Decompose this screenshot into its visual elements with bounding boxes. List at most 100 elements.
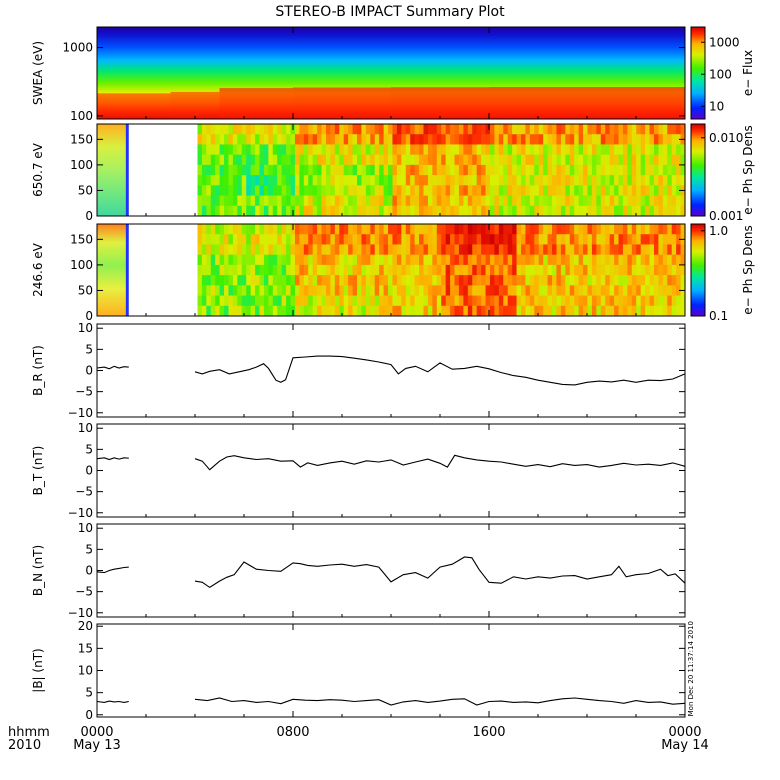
heatmap-cell (547, 275, 553, 286)
heatmap-cell (361, 144, 367, 156)
heatmap-cell (299, 234, 305, 245)
heatmap-cell (294, 234, 300, 245)
heatmap-cell (525, 224, 531, 235)
heatmap-cell (277, 195, 283, 207)
heatmap-cell (658, 305, 664, 317)
heatmap-cell (365, 264, 371, 276)
heatmap-cell (671, 185, 677, 196)
heatmap-cell (622, 234, 628, 245)
heatmap-cell (388, 164, 393, 176)
heatmap-cell (241, 285, 247, 296)
heatmap-cell (543, 305, 548, 317)
heatmap-cell (560, 154, 566, 166)
heatmap-cell (591, 154, 597, 166)
heatmap-cell (246, 295, 252, 307)
heatmap-cell (498, 134, 504, 145)
heatmap-cell (671, 244, 677, 256)
heatmap-cell (365, 185, 371, 196)
heatmap-cell (343, 175, 349, 186)
heatmap-cell (294, 244, 300, 256)
heatmap-cell (259, 305, 265, 317)
heatmap-cell (263, 275, 269, 286)
heatmap-cell (330, 254, 336, 266)
heatmap-cell (560, 124, 566, 135)
heatmap-cell (649, 305, 655, 317)
heatmap-cell (596, 275, 602, 286)
heatmap-cell (618, 234, 624, 245)
heatmap-cell (649, 285, 655, 296)
heatmap-cell (587, 175, 593, 186)
heatmap-cell (299, 295, 305, 307)
heatmap-cell (605, 275, 611, 286)
heatmap-cell (640, 195, 646, 207)
heatmap-cell (365, 195, 371, 207)
heatmap-cell (365, 134, 371, 145)
heatmap-cell (653, 164, 659, 176)
heatmap-cell (658, 144, 664, 156)
heatmap-cell (445, 144, 451, 156)
heatmap-cell (370, 195, 376, 207)
heatmap-cell (268, 144, 274, 156)
heatmap-cell (250, 205, 256, 217)
heatmap-cell (552, 134, 557, 145)
heatmap-cell (317, 205, 322, 217)
heatmap-cell (401, 295, 407, 307)
heatmap-cell (272, 205, 278, 217)
heatmap-cell (294, 264, 300, 276)
heatmap-cell (215, 285, 221, 296)
heatmap-cell (587, 234, 593, 245)
heatmap-cell (290, 295, 296, 307)
heatmap-cell (339, 195, 345, 207)
heatmap-cell (441, 295, 447, 307)
heatmap-cell (197, 185, 203, 196)
heatmap-cell (600, 154, 606, 166)
heatmap-cell (583, 264, 588, 276)
heatmap-cell (379, 195, 384, 207)
y-tick-label: −10 (68, 606, 93, 620)
heatmap-cell (569, 124, 575, 135)
heatmap-cell (476, 224, 482, 235)
heatmap-cell (543, 144, 548, 156)
heatmap-cell (255, 195, 260, 207)
heatmap-cell (228, 134, 234, 145)
y-tick-label: 100 (70, 109, 93, 123)
heatmap-cell (481, 275, 486, 286)
heatmap-cell (232, 244, 238, 256)
heatmap-cell (436, 124, 442, 135)
heatmap-cell (410, 305, 416, 317)
heatmap-cell (330, 244, 336, 256)
heatmap-cell (445, 234, 451, 245)
heatmap-cell (605, 224, 611, 235)
heatmap-cell (343, 295, 349, 307)
heatmap-cell (383, 244, 389, 256)
heatmap-cell (596, 154, 602, 166)
heatmap-cell (489, 295, 495, 307)
heatmap-cell (534, 264, 540, 276)
heatmap-cell (441, 234, 447, 245)
heatmap-cell (272, 234, 278, 245)
heatmap-cell (498, 205, 504, 217)
heatmap-cell (255, 164, 260, 176)
heatmap-cell (525, 234, 531, 245)
heatmap-cell (286, 164, 291, 176)
heatmap-cell (361, 205, 367, 217)
heatmap-cell (538, 205, 544, 217)
heatmap-cell (649, 175, 655, 186)
heatmap-cell (525, 305, 531, 317)
heatmap-cell (210, 164, 216, 176)
heatmap-cell (321, 205, 327, 217)
heatmap-cell (339, 295, 345, 307)
heatmap-cell (587, 264, 593, 276)
heatmap-cell (614, 124, 619, 135)
heatmap-cell (631, 205, 637, 217)
heatmap-cell (357, 305, 362, 317)
heatmap-cell (543, 264, 548, 276)
heatmap-cell (365, 175, 371, 186)
heatmap-cell (432, 234, 438, 245)
heatmap-cell (525, 285, 531, 296)
heatmap-cell (303, 154, 309, 166)
heatmap-cell (476, 124, 482, 135)
heatmap-cell (352, 264, 358, 276)
heatmap-cell (396, 264, 402, 276)
heatmap-cell (388, 144, 393, 156)
